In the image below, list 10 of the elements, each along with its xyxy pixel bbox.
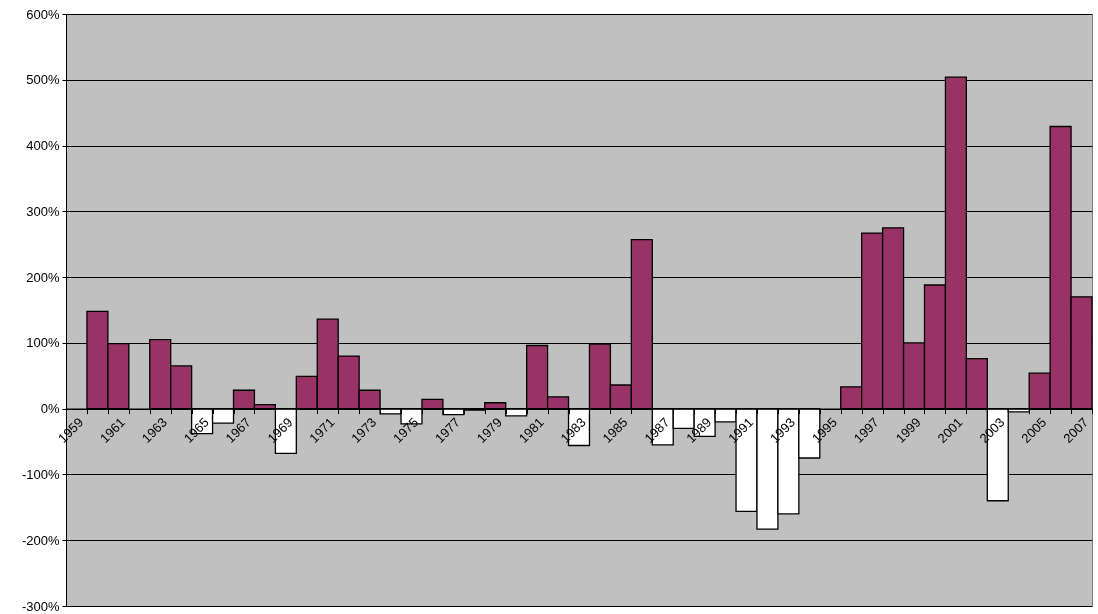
- y-tick-label: 200%: [26, 269, 60, 285]
- y-tick-label: 500%: [26, 72, 60, 88]
- y-tick-label: -200%: [21, 532, 60, 548]
- y-tick-label: 100%: [26, 335, 60, 351]
- y-tick-label: 600%: [26, 6, 60, 22]
- y-tick-label: 0%: [40, 401, 60, 417]
- y-tick-label: 300%: [26, 203, 60, 219]
- y-tick-label: -100%: [21, 466, 60, 482]
- y-tick-label: -300%: [21, 598, 60, 614]
- y-tick-label: 400%: [26, 138, 60, 154]
